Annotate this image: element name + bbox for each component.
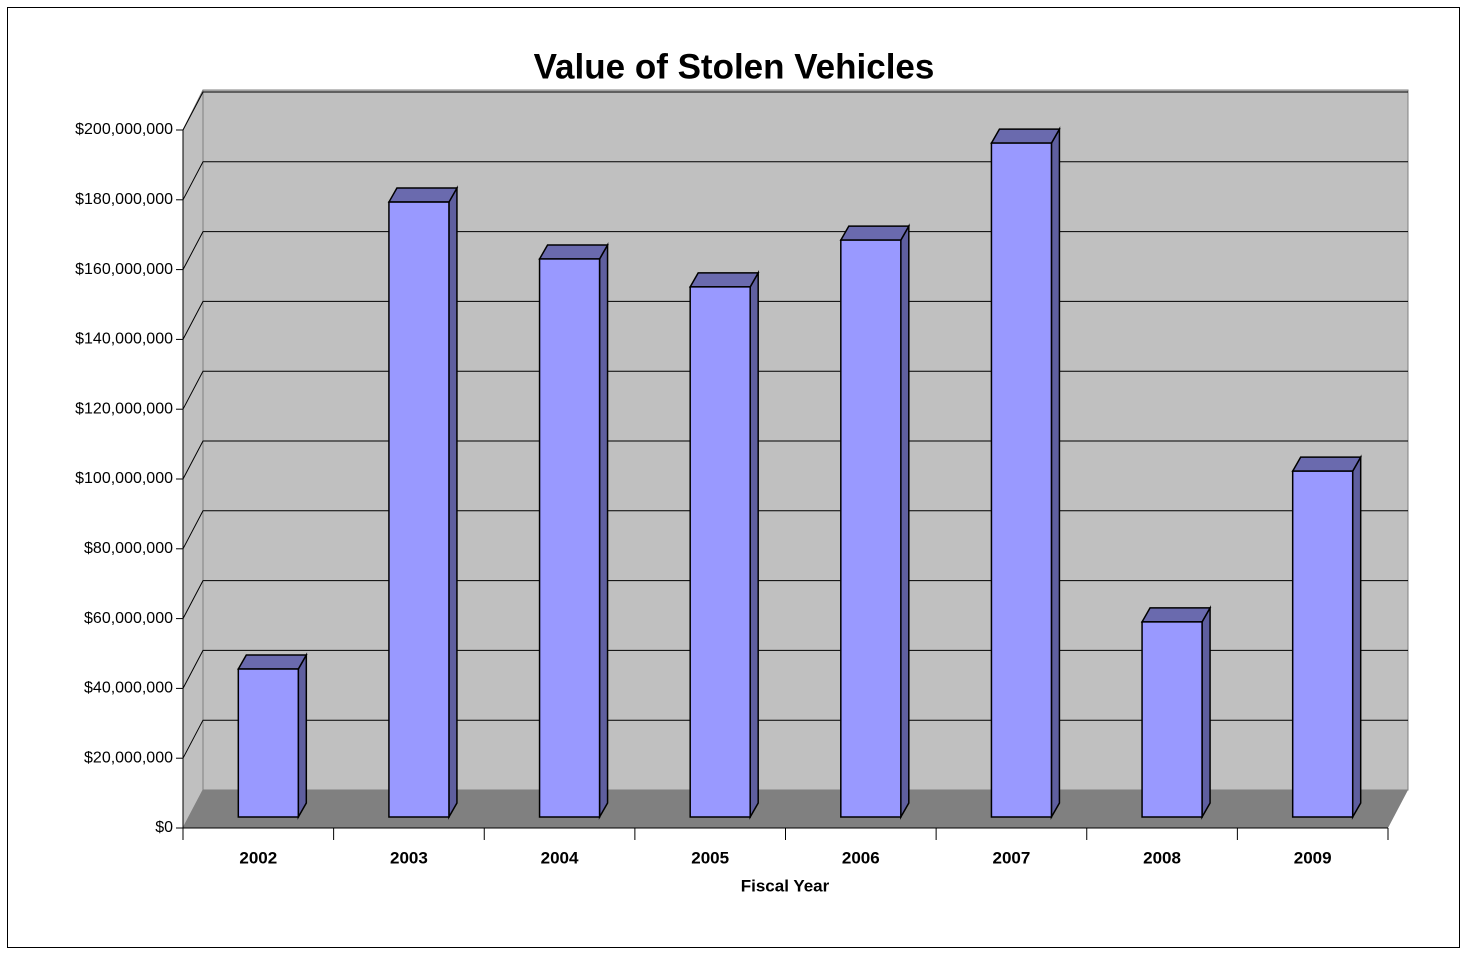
bar-side [1351,454,1362,820]
x-tick-label: 2008 [1143,848,1181,867]
bar-top [1291,456,1362,472]
bar-top [990,128,1061,144]
bar [1141,621,1203,818]
bar-top [538,244,609,260]
bar-side [1050,126,1061,820]
bar [990,142,1053,818]
y-tick-label: $120,000,000 [75,400,173,417]
x-tick-label: 2007 [993,848,1031,867]
y-tick-label: $140,000,000 [75,331,173,348]
bar-top [688,272,760,288]
x-tick-label: 2003 [390,848,428,867]
x-axis-label: Fiscal Year [741,876,830,895]
bar [538,258,601,818]
bar [689,286,751,818]
y-tick-label: $20,000,000 [84,749,173,766]
y-tick-label: $160,000,000 [75,261,173,278]
bar-side [749,270,759,820]
bar-top [237,654,308,670]
x-tick-label: 2009 [1294,848,1332,867]
bar-side [1201,605,1211,820]
bar-top [1140,607,1212,623]
y-tick-label: $40,000,000 [84,680,173,697]
bar-top [839,225,911,241]
y-tick-label: $180,000,000 [75,191,173,208]
y-tick-label: $0 [155,819,173,836]
x-tick-label: 2006 [842,848,880,867]
bar-top [387,187,459,203]
bar [1291,470,1354,818]
bar-side [900,223,910,820]
floor [183,790,1408,828]
bar-side [448,185,458,820]
back-wall [202,89,1409,791]
y-tick-label: $80,000,000 [84,540,173,557]
x-tick-label: 2004 [541,848,579,867]
bar-side [598,242,609,820]
chart-title: Value of Stolen Vehicles [534,47,935,86]
x-tick-label: 2002 [239,848,277,867]
bar [237,668,300,818]
x-tick-label: 2005 [691,848,729,867]
y-tick-label: $100,000,000 [75,470,173,487]
bar [840,239,902,818]
grid-line [182,91,1408,131]
bar-side [297,652,308,820]
bar [388,201,450,818]
y-tick-label: $60,000,000 [84,610,173,627]
y-tick-label: $200,000,000 [75,121,173,138]
